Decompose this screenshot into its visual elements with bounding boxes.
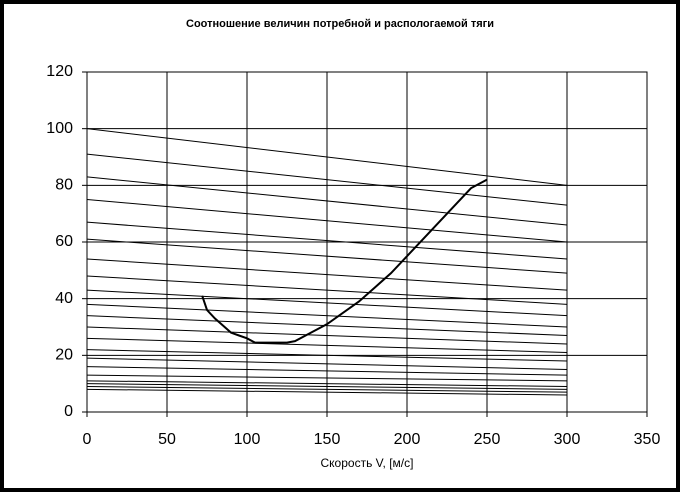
data-line [86, 386, 568, 393]
data-line [86, 275, 568, 305]
y-tick-label: 120 [46, 63, 73, 80]
x-tick-label: 350 [634, 431, 661, 448]
data-line [86, 380, 568, 387]
y-tick-label: 100 [46, 120, 73, 137]
x-tick-label: 250 [474, 431, 501, 448]
y-tick-label: 20 [55, 347, 73, 364]
data-line [86, 337, 568, 353]
data-line [86, 383, 568, 390]
data-line [86, 388, 568, 396]
data-line [86, 258, 568, 291]
x-tick-label: 200 [394, 431, 421, 448]
x-axis-label: Скорость V, [м/с] [321, 456, 414, 470]
data-line [86, 357, 568, 370]
data-line [201, 178, 488, 344]
data-line [86, 153, 568, 206]
data-line [86, 128, 568, 186]
y-tick-label: 80 [55, 177, 73, 194]
data-line [86, 303, 568, 328]
data-line [86, 326, 568, 345]
data-line [86, 221, 568, 260]
y-tick-label: 0 [64, 403, 73, 420]
x-tick-label: 150 [314, 431, 341, 448]
y-tick-label: 60 [55, 233, 73, 250]
data-line [86, 374, 568, 382]
x-tick-label: 100 [234, 431, 261, 448]
x-tick-label: 50 [158, 431, 176, 448]
chart-background [4, 4, 676, 488]
y-tick-label: 40 [55, 290, 73, 307]
x-tick-label: 300 [554, 431, 581, 448]
data-line [86, 289, 568, 317]
data-line [86, 199, 568, 243]
chart-title: Соотношение величин потребной и располог… [186, 18, 494, 30]
x-tick-label: 0 [83, 431, 92, 448]
data-line [86, 238, 568, 274]
data-line [86, 366, 568, 376]
data-line [86, 315, 568, 336]
data-line [86, 349, 568, 362]
data-line [86, 176, 568, 226]
